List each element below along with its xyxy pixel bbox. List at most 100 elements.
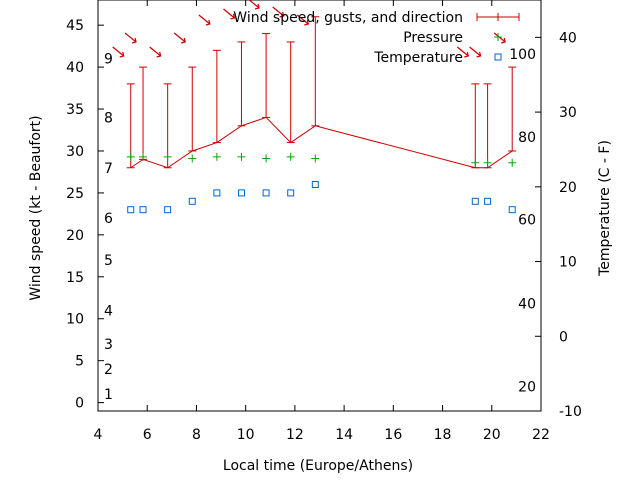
arrow-shaft [112,46,125,57]
beaufort-label: 6 [104,211,113,227]
x-tick-label: 20 [483,427,501,443]
arrow-shaft [149,46,162,57]
y1-tick-label: 25 [66,186,84,202]
arrow-shaft [173,32,186,43]
legend-label: Pressure [403,30,463,46]
arrow-shaft [272,6,285,17]
y2-tick-label: 0 [559,329,568,345]
pressure-point [286,152,295,161]
arrow-head [254,3,260,10]
beaufort-label: 9 [104,52,113,68]
wind-direction-arrow [124,32,137,44]
pressure-point [508,158,517,167]
temperature-point [213,189,221,197]
arrow-head [501,37,506,44]
wind-direction-arrow [272,6,285,18]
axis-ticks: 4 6 8 10 12 14 16 18 20 22051015202530354045-1001… [66,0,582,443]
beaufort-label: 7 [104,161,113,177]
x-tick-label: 18 [434,427,452,443]
y1-tick-label: 20 [66,228,84,244]
fahrenheit-label: 20 [518,379,536,395]
pressure-point [126,152,135,161]
wind-direction-arrow [173,32,186,44]
pressure-point [237,152,246,161]
y2-tick-label: -10 [559,404,582,420]
x-tick-label: 10 [237,427,255,443]
x-tick-label: 22 [532,427,550,443]
wind-direction-arrow [296,14,310,26]
pressure-point [311,154,320,163]
temperature-point [127,206,135,214]
y1-tick-label: 40 [66,60,84,76]
arrow-head [304,19,310,26]
x-tick-label: 6 [143,427,152,443]
pressure-point [483,158,492,167]
beaufort-label: 1 [104,387,113,403]
arrow-head [131,37,137,44]
beaufort-label: 4 [104,303,113,319]
wind-direction-arrow [493,32,506,44]
arrow-head [205,19,211,26]
temperature-point [262,189,270,197]
x-axis-label: Local time (Europe/Athens) [223,458,413,474]
arrow-shaft [469,46,481,57]
temperature-point [237,189,245,197]
y-axis-label-right: Temperature (C - F) [597,140,613,277]
x-tick-label: 4 [94,427,103,443]
arrow-head [476,51,482,58]
fahrenheit-label: 80 [518,130,536,146]
x-tick-label: 14 [335,427,353,443]
pressure-point [188,154,197,163]
beaufort-label: 2 [104,362,113,378]
y1-tick-label: 5 [75,354,84,370]
fahrenheit-label: 100 [509,47,536,63]
wind-direction-arrow [223,8,236,20]
pressure-point [471,158,480,167]
y1-tick-label: 10 [66,312,84,328]
arrow-head [181,37,186,44]
y1-tick-label: 0 [75,396,84,412]
temperature-point [311,181,319,189]
temperature-point [508,206,516,214]
y1-tick-label: 35 [66,102,84,118]
wind-direction-arrow [198,14,211,26]
temperature-point [287,189,295,197]
temperature-point [139,206,147,214]
wind-direction-arrow [112,46,125,58]
chart-legend: Wind speed, gusts, and direction Pressure… [233,10,520,66]
arrow-head [464,51,470,58]
fahrenheit-label: 60 [518,213,536,229]
x-tick-label: 12 [286,427,304,443]
y2-tick-label: 30 [559,105,577,121]
pressure-point [139,152,148,161]
arrow-shaft [198,14,211,25]
fahrenheit-label: 40 [518,296,536,312]
temperature-point [484,197,492,205]
arrow-shaft [456,46,469,57]
beaufort-label: 5 [104,253,113,269]
legend-label: Wind speed, gusts, and direction [233,10,463,26]
legend-swatch [494,53,502,61]
wind-direction-arrow [149,46,162,58]
chart-marks [112,0,517,214]
pressure-point [163,152,172,161]
wind-direction-arrow [456,46,470,58]
arrow-head [156,51,162,58]
y2-tick-label: 10 [559,255,577,271]
y1-tick-label: 45 [66,18,84,34]
wind-speed-line [130,116,513,169]
temperature-point [471,197,479,205]
arrow-head [119,51,125,58]
y2-tick-label: 20 [559,180,577,196]
pressure-point [262,154,271,163]
wind-direction-arrow [248,0,260,10]
y2-tick-label: 40 [559,30,577,46]
arrow-head [230,13,236,20]
temperature-point [164,206,172,214]
plot-frame [97,0,542,412]
arrow-shaft [296,14,309,25]
temperature-point [188,197,196,205]
arrow-head [279,11,285,18]
x-tick-label: 16 [384,427,402,443]
arrow-shaft [248,0,260,9]
